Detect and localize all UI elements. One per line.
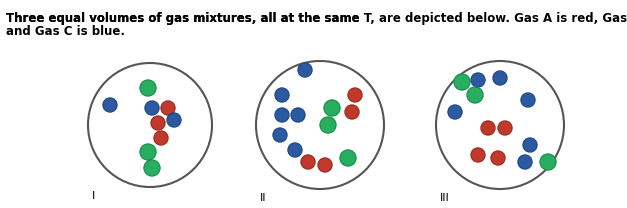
Circle shape — [318, 158, 332, 172]
Circle shape — [144, 160, 160, 176]
Circle shape — [103, 98, 117, 112]
Text: and Gas C is blue.: and Gas C is blue. — [6, 25, 125, 38]
Circle shape — [521, 93, 535, 107]
Text: I: I — [92, 191, 95, 201]
Circle shape — [140, 144, 156, 160]
Circle shape — [340, 150, 356, 166]
Circle shape — [448, 105, 462, 119]
Circle shape — [140, 80, 156, 96]
Circle shape — [324, 100, 340, 116]
Circle shape — [471, 148, 485, 162]
Circle shape — [273, 128, 287, 142]
Circle shape — [298, 63, 312, 77]
Circle shape — [301, 155, 315, 169]
Circle shape — [348, 88, 362, 102]
Text: Three equal volumes of gas mixtures, all at the same T, are depicted below. Gas : Three equal volumes of gas mixtures, all… — [6, 12, 627, 25]
Circle shape — [518, 155, 532, 169]
Circle shape — [167, 113, 181, 127]
Circle shape — [151, 116, 165, 130]
Circle shape — [154, 131, 168, 145]
Circle shape — [288, 143, 302, 157]
Circle shape — [275, 88, 289, 102]
Circle shape — [493, 71, 507, 85]
Circle shape — [291, 108, 305, 122]
Circle shape — [320, 117, 336, 133]
Text: Three equal volumes of gas mixtures, all at the same: Three equal volumes of gas mixtures, all… — [6, 12, 364, 25]
Circle shape — [498, 121, 512, 135]
Circle shape — [467, 87, 483, 103]
Circle shape — [491, 151, 505, 165]
Circle shape — [345, 105, 359, 119]
Circle shape — [145, 101, 159, 115]
Text: III: III — [440, 193, 450, 203]
Circle shape — [454, 74, 470, 90]
Circle shape — [540, 154, 556, 170]
Text: II: II — [260, 193, 266, 203]
Circle shape — [471, 73, 485, 87]
Circle shape — [523, 138, 537, 152]
Circle shape — [161, 101, 175, 115]
Circle shape — [275, 108, 289, 122]
Circle shape — [481, 121, 495, 135]
